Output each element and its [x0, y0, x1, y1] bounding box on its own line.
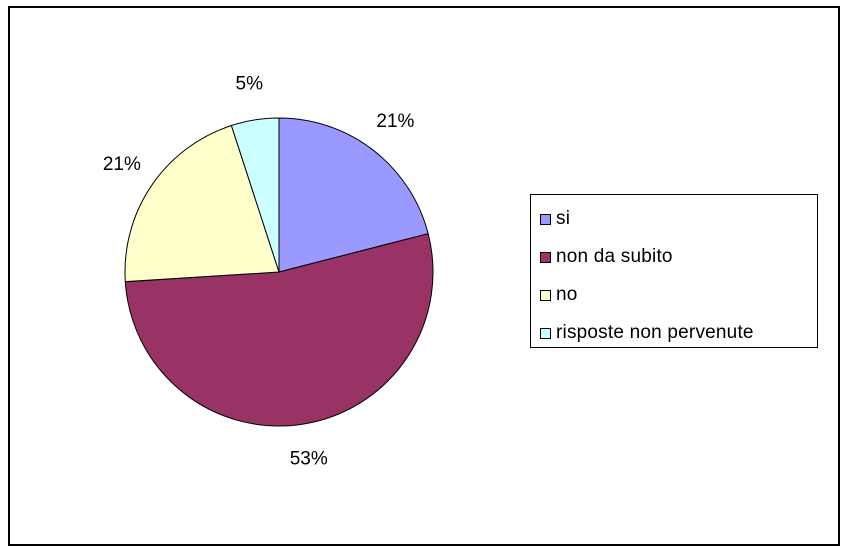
legend-item-non-da-subito: non da subito	[531, 238, 817, 276]
legend-swatch-risposte-non-pervenute	[540, 327, 551, 339]
legend: si non da subito no risposte non pervenu…	[530, 194, 818, 348]
pie-slices	[124, 117, 434, 427]
data-label-si: 21%	[376, 111, 414, 132]
legend-swatch-si	[540, 213, 551, 225]
legend-label-non-da-subito: non da subito	[556, 246, 673, 267]
pie-slice-si	[278, 117, 429, 273]
pie-slice-non-da-subito	[124, 233, 434, 427]
legend-label-no: no	[556, 284, 578, 305]
pie-data-labels: 21% 53% 21% 5%	[103, 73, 415, 469]
data-label-risposte-non-pervenute: 5%	[236, 73, 264, 94]
legend-swatch-no	[540, 289, 551, 301]
data-label-no: 21%	[103, 154, 141, 175]
legend-label-risposte-non-pervenute: risposte non pervenute	[556, 322, 754, 343]
legend-item-no: no	[531, 276, 817, 314]
pie-slice-no	[124, 124, 280, 283]
legend-item-risposte-non-pervenute: risposte non pervenute	[531, 314, 817, 352]
pie-slice-risposte-non-pervenute	[230, 117, 280, 273]
legend-swatch-non-da-subito	[540, 251, 551, 263]
legend-item-si: si	[531, 200, 817, 238]
data-label-non-da-subito: 53%	[290, 449, 328, 470]
legend-label-si: si	[556, 208, 571, 229]
